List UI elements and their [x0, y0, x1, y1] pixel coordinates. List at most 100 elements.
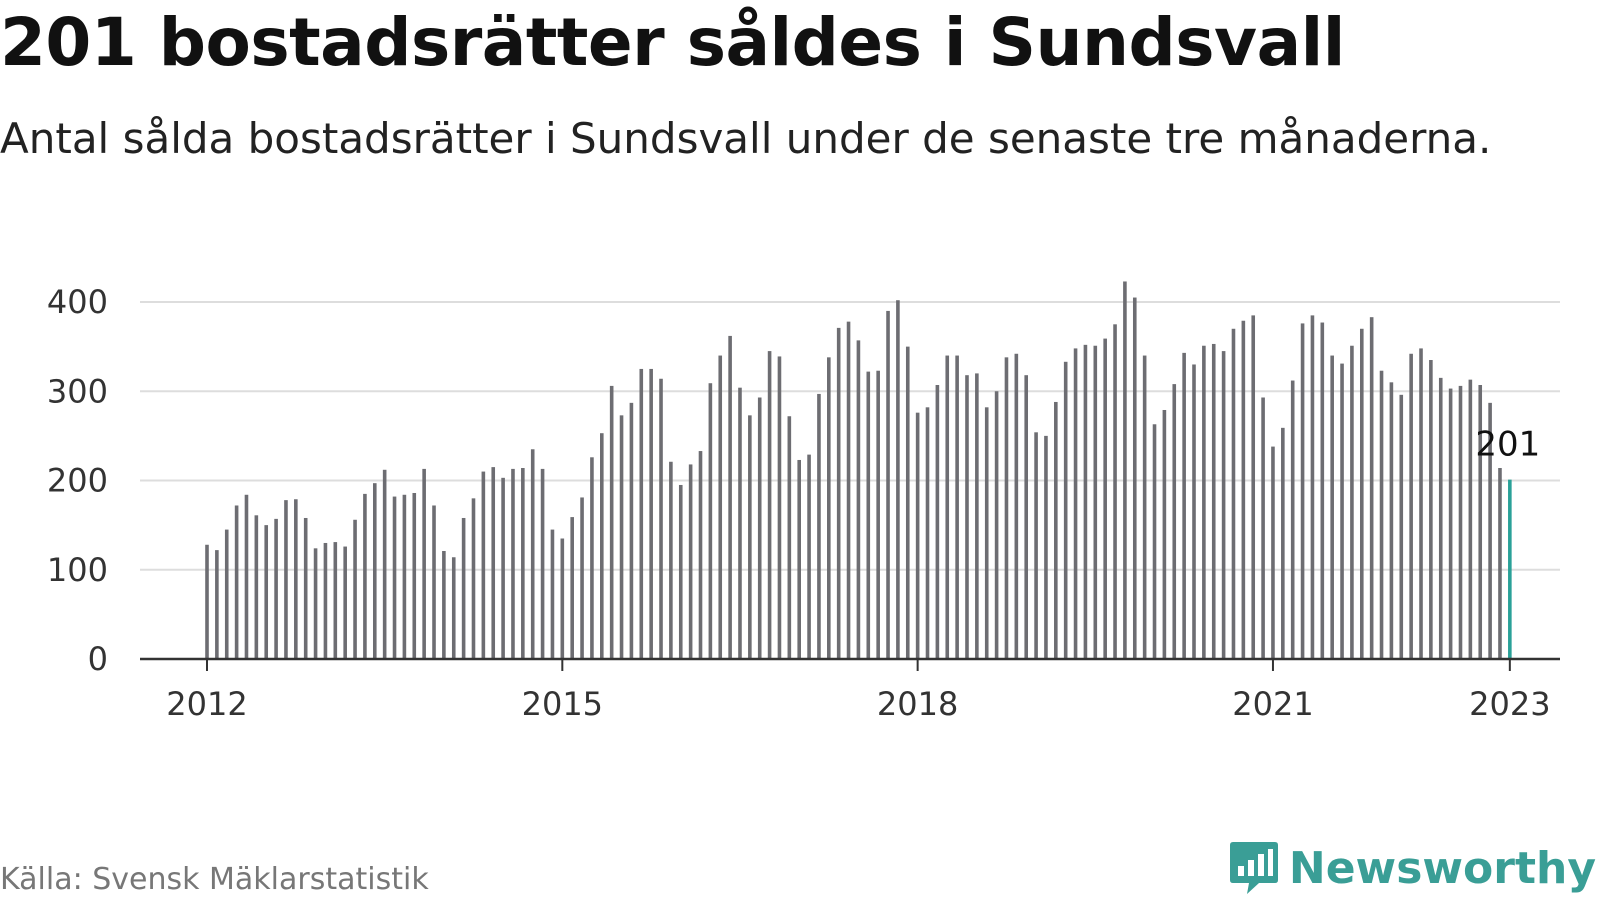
- bar: [1044, 435, 1048, 659]
- y-axis-labels: 0 100 200 300 400: [47, 283, 108, 678]
- bar: [1458, 385, 1463, 659]
- bar: [905, 346, 910, 659]
- bar: [1369, 317, 1374, 659]
- bar: [1488, 402, 1492, 659]
- brand-name: Newsworthy: [1288, 842, 1596, 894]
- y-tick-label: 300: [47, 372, 108, 410]
- bar: [965, 375, 969, 659]
- bar: [757, 397, 762, 659]
- bar: [817, 393, 821, 659]
- bar: [442, 551, 446, 659]
- bar: [1399, 394, 1404, 659]
- bar: [1261, 397, 1265, 659]
- y-tick-label: 100: [47, 551, 108, 589]
- bar: [1498, 468, 1502, 659]
- x-axis-ticks: 2012 2015 2018 2021 2023: [166, 659, 1551, 723]
- bar: [807, 454, 811, 659]
- bar: [501, 477, 505, 659]
- x-tick-label: 2021: [1232, 685, 1313, 723]
- bar: [313, 548, 318, 659]
- bar: [264, 525, 269, 659]
- bar: [1162, 409, 1167, 659]
- bar: [767, 351, 772, 659]
- bar: [688, 464, 693, 659]
- bar: [402, 494, 407, 659]
- bar: [1409, 353, 1413, 659]
- bar: [1132, 297, 1137, 659]
- bar: [619, 415, 624, 659]
- bar: [511, 468, 515, 659]
- bar: [1241, 320, 1246, 659]
- bar: [1123, 281, 1127, 659]
- bar: [530, 449, 535, 659]
- x-tick-label: 2012: [166, 685, 247, 723]
- bar: [678, 484, 683, 659]
- bar: [886, 310, 890, 659]
- bar: [363, 493, 367, 659]
- y-tick-label: 400: [47, 283, 108, 321]
- bar: [935, 385, 940, 659]
- bar: [846, 321, 851, 659]
- bar: [303, 517, 308, 659]
- bar: [1468, 379, 1473, 659]
- bar: [659, 378, 663, 659]
- bar: [412, 492, 417, 659]
- newsworthy-logo-icon: [1229, 842, 1278, 894]
- bar: [698, 451, 703, 659]
- bar: [432, 505, 436, 659]
- bar: [343, 546, 347, 659]
- bar: [1024, 375, 1029, 659]
- bar: [1172, 384, 1177, 659]
- bar: [856, 340, 861, 659]
- bar: [1211, 343, 1216, 659]
- bar: [1448, 388, 1453, 659]
- bar: [254, 515, 259, 659]
- bar: [580, 497, 584, 659]
- bar: [1438, 377, 1443, 659]
- bar: [925, 407, 930, 659]
- bar: [1231, 328, 1236, 659]
- bar: [896, 300, 900, 659]
- bar: [1192, 364, 1196, 659]
- bar: [738, 387, 742, 659]
- bar: [461, 517, 466, 659]
- x-tick-label: 2018: [877, 685, 958, 723]
- bar: [1419, 348, 1423, 659]
- bar-chart: 0 100 200 300 400 2012 2015 2018 2021 2023 201: [47, 281, 1560, 723]
- bar: [1478, 385, 1483, 659]
- bar: [708, 383, 713, 659]
- bar-highlight: [1508, 479, 1512, 659]
- bar: [382, 469, 387, 659]
- bar: [728, 335, 732, 659]
- bar: [1014, 353, 1019, 659]
- bar: [1281, 427, 1285, 659]
- bar: [915, 412, 920, 659]
- chart-subtitle: Antal sålda bostadsrätter i Sundsvall un…: [0, 114, 1492, 163]
- bar: [777, 356, 782, 659]
- bar: [1202, 345, 1206, 659]
- bar: [550, 529, 555, 659]
- bar: [797, 459, 801, 659]
- chart-title: 201 bostadsrätter såldes i Sundsvall: [0, 4, 1345, 81]
- bar: [1389, 382, 1394, 659]
- bar: [294, 499, 298, 659]
- bar: [866, 371, 871, 659]
- bar: [1379, 370, 1384, 659]
- bar: [560, 538, 565, 659]
- bar: [975, 373, 979, 659]
- bar: [945, 355, 950, 659]
- bar: [540, 468, 545, 659]
- bar: [827, 357, 831, 659]
- bar: [1073, 348, 1078, 659]
- bar: [521, 468, 525, 659]
- bar: [876, 370, 880, 659]
- bar: [392, 496, 397, 659]
- bar: [787, 416, 792, 659]
- bar: [1004, 357, 1009, 659]
- brand-logo: Newsworthy: [1229, 840, 1596, 896]
- bar: [1330, 355, 1334, 659]
- bar: [353, 519, 357, 659]
- bar: [333, 542, 338, 659]
- bar: [1142, 355, 1147, 659]
- bar: [1290, 380, 1295, 659]
